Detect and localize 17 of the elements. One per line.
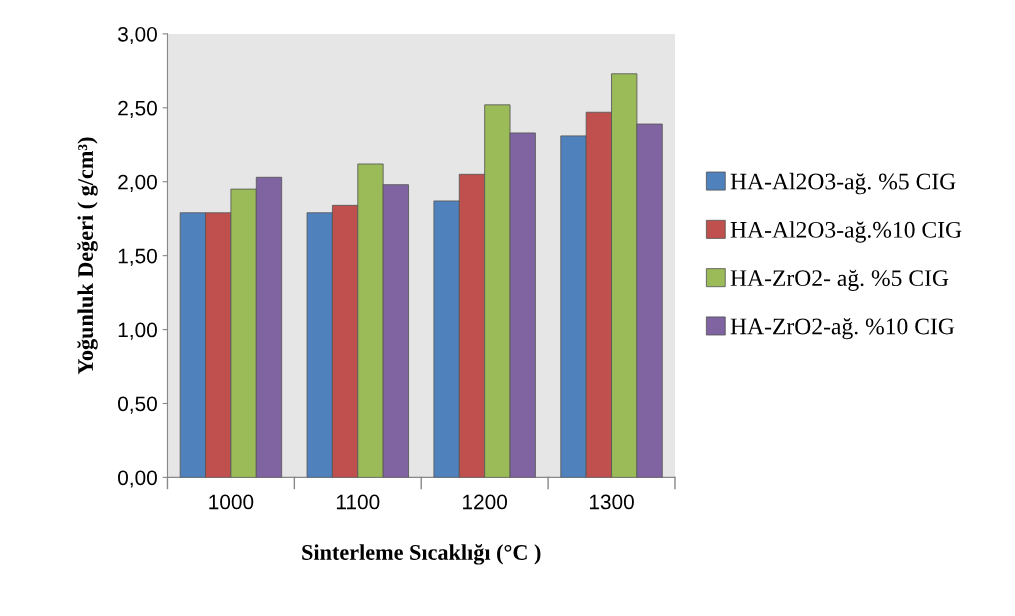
legend-label: HA-Al2O3-ağ.%10 CIG bbox=[730, 221, 962, 243]
legend-label: HA-ZrO2- ağ. %5 CIG bbox=[730, 269, 949, 291]
y-tick-label: 0,50 bbox=[118, 396, 157, 414]
x-tick-label: 1100 bbox=[336, 494, 380, 510]
y-tick-label: 2,50 bbox=[118, 100, 157, 119]
y-tick-label: 1,50 bbox=[118, 248, 157, 266]
x-tick-label: 1300 bbox=[589, 494, 634, 510]
y-tick-label: 3,00 bbox=[118, 26, 157, 45]
y-tick-label: 2,00 bbox=[118, 174, 157, 192]
x-tick-label: 1200 bbox=[463, 494, 508, 510]
x-tick-label: 1000 bbox=[209, 494, 254, 510]
y-tick-label: 0,00 bbox=[118, 470, 157, 488]
y-axis-title: Yoğunluk Değeri ( g/cm³) bbox=[77, 137, 98, 375]
legend-label: HA-ZrO2-ağ. %10 CIG bbox=[730, 318, 955, 340]
y-tick-label: 1,00 bbox=[118, 322, 157, 340]
x-axis-title: Sinterleme Sıcaklığı (°C ) bbox=[302, 544, 541, 565]
legend-label: HA-Al2O3-ağ. %5 CIG bbox=[730, 172, 956, 195]
